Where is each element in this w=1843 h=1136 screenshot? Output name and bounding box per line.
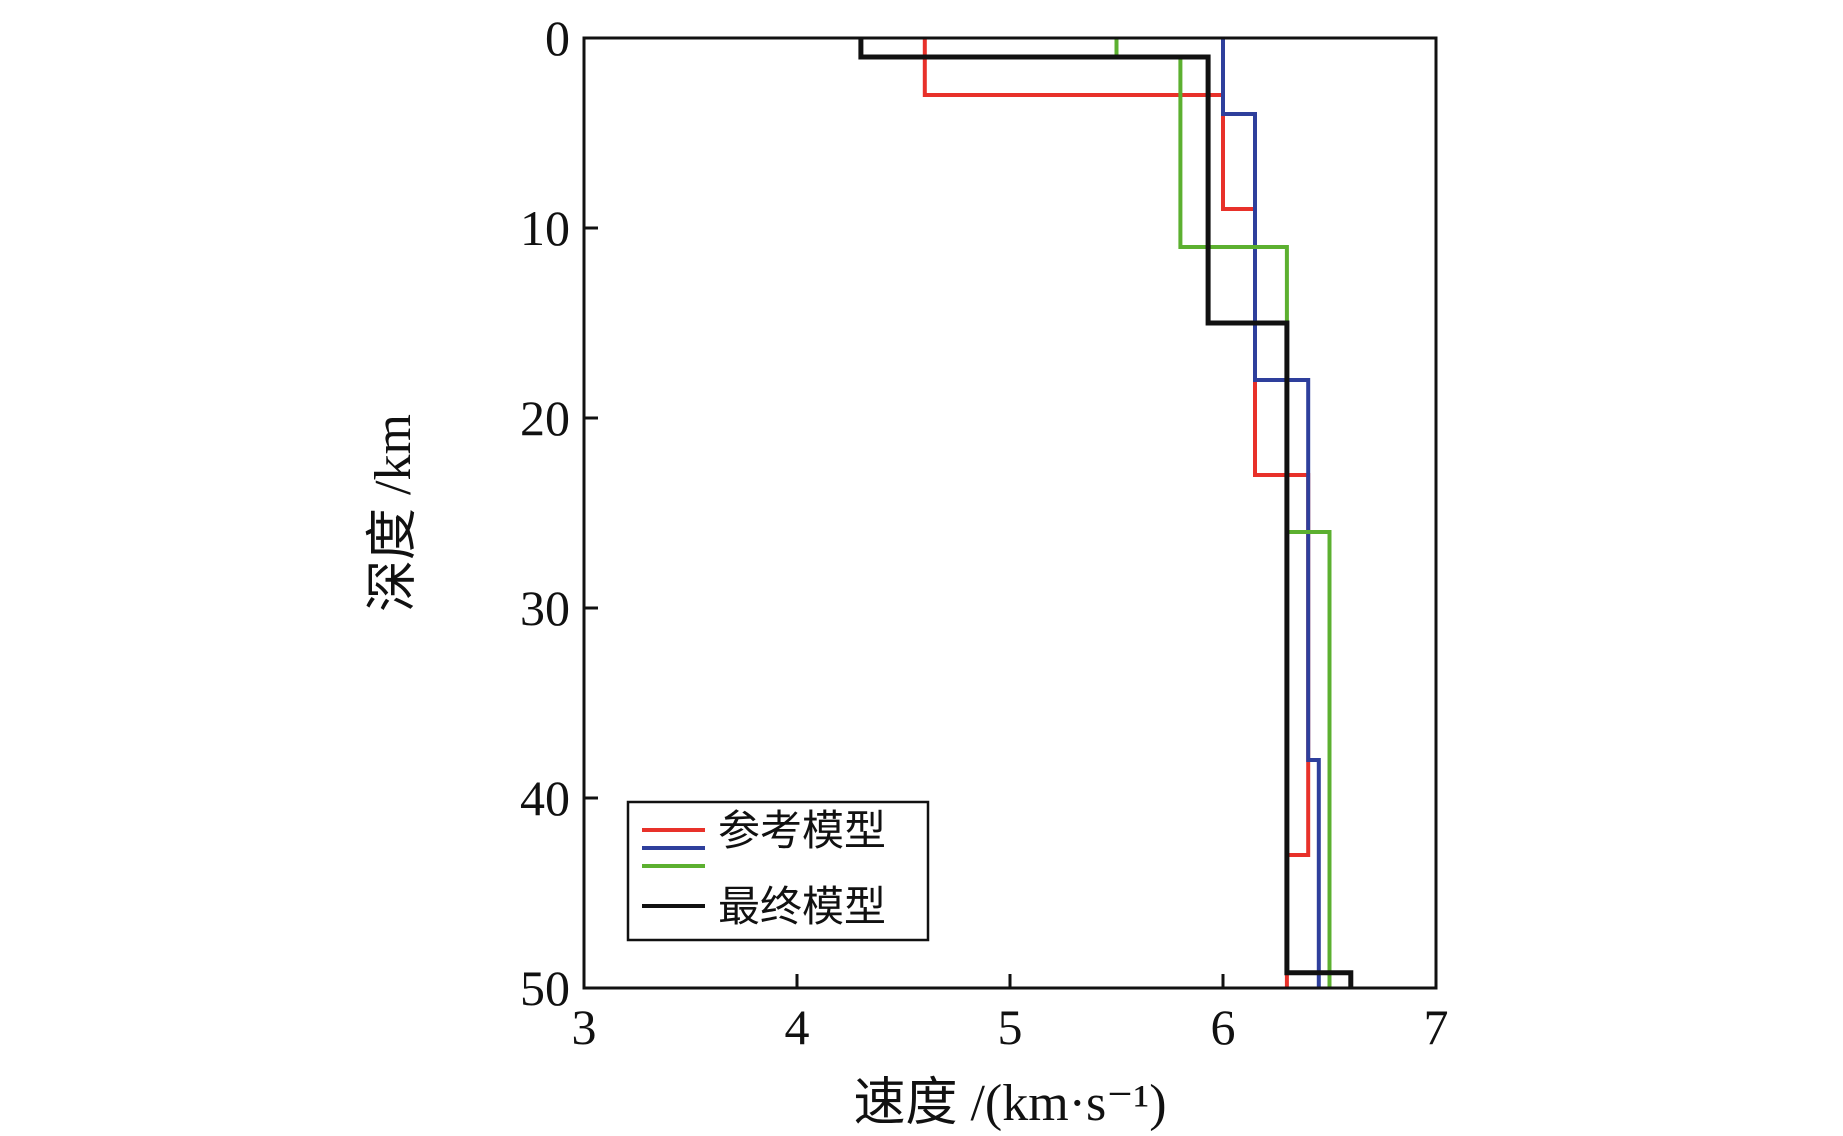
series-line-2 <box>1221 38 1321 988</box>
tick-layer: 3 4 5 6 7 0 10 20 30 40 50 <box>520 10 1449 1055</box>
y-tick-label-0: 0 <box>545 10 570 66</box>
legend-label-1: 参考模型 <box>718 808 886 855</box>
legend-label-4: 最终模型 <box>718 885 886 931</box>
x-tick-label-0: 3 <box>572 999 597 1055</box>
x-tick-label-4: 7 <box>1424 999 1449 1055</box>
y-axis-label: 深度 /km <box>365 414 422 612</box>
x-axis-label: 速度 /(km·s⁻¹) <box>853 1075 1166 1132</box>
x-tick-label-1: 4 <box>785 999 810 1055</box>
legend-box <box>626 800 930 942</box>
y-tick-label-5: 50 <box>520 960 570 1016</box>
y-tick-label-3: 30 <box>520 580 570 636</box>
y-tick-label-2: 20 <box>520 390 570 446</box>
x-tick-label-2: 5 <box>998 999 1023 1055</box>
y-tick-label-4: 40 <box>520 770 570 826</box>
x-tick-label-3: 6 <box>1211 999 1236 1055</box>
y-tick-label-1: 10 <box>520 200 570 256</box>
series-line-1 <box>922 38 1311 988</box>
series-layer <box>858 38 1354 988</box>
series-line-4 <box>858 38 1354 988</box>
